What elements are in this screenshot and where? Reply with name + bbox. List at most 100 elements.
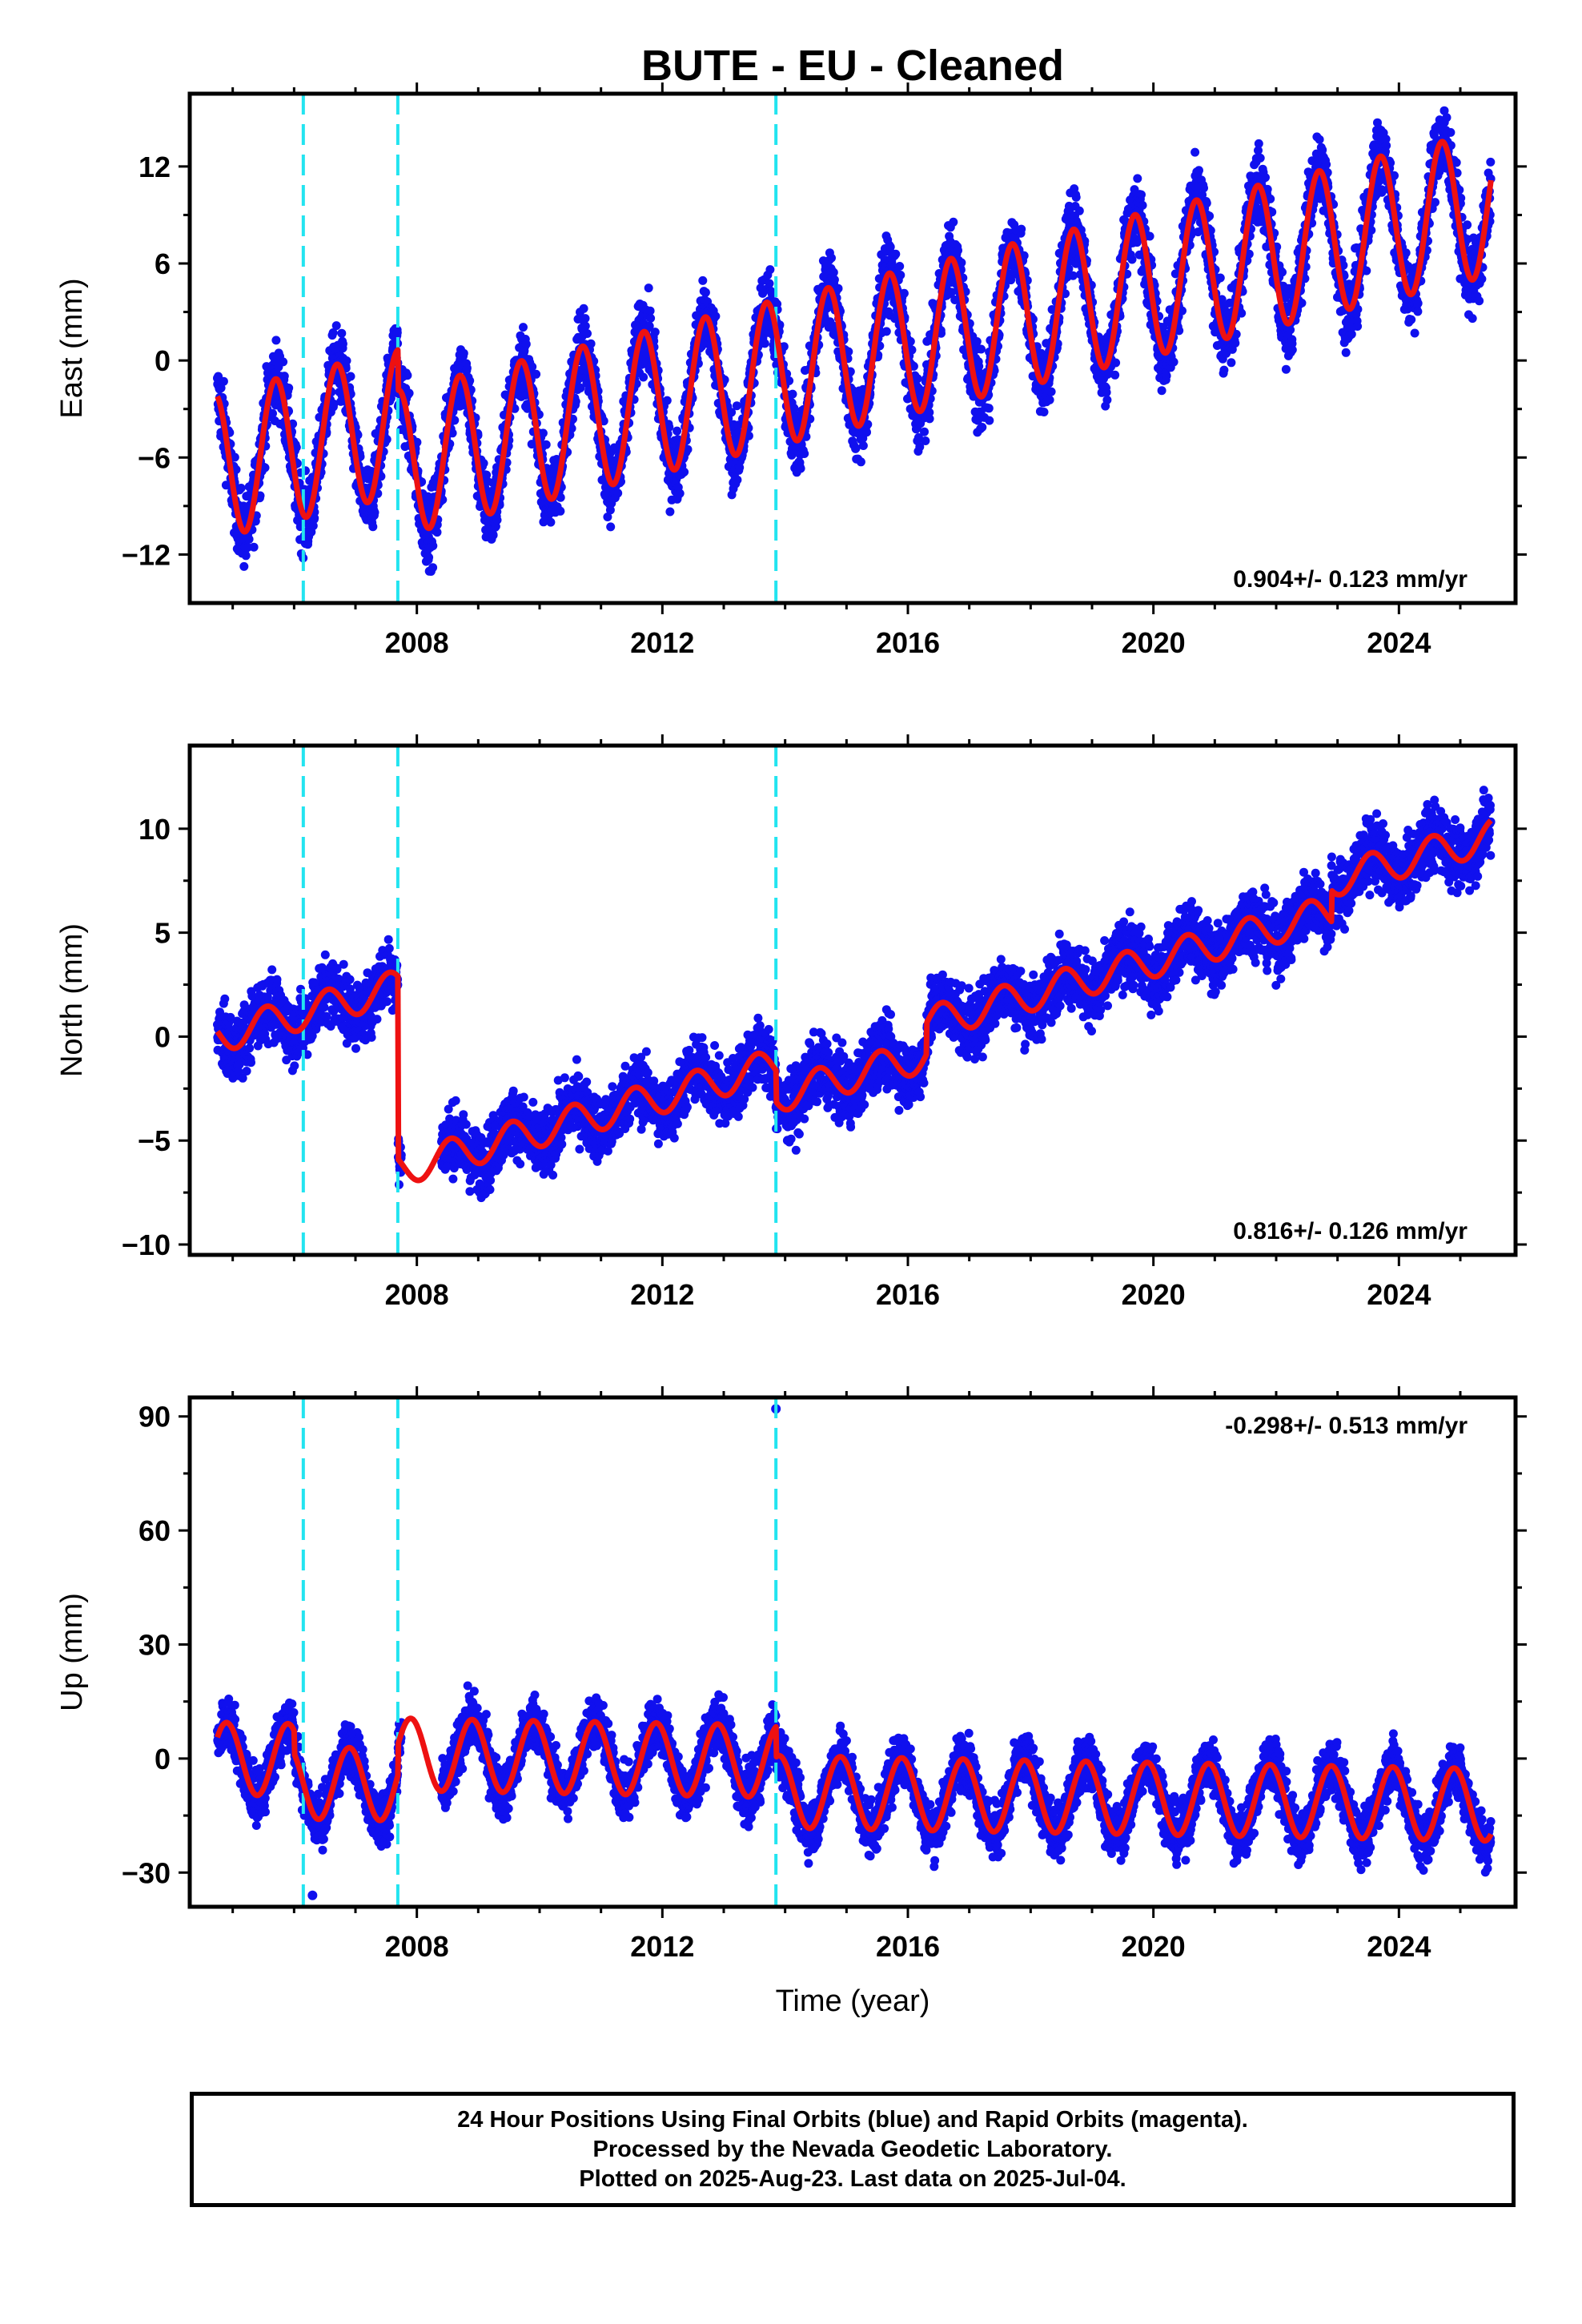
data-point — [546, 517, 556, 527]
data-point — [342, 356, 351, 365]
data-point — [230, 452, 239, 462]
series-daily-positions — [213, 106, 1496, 576]
data-point — [1231, 339, 1240, 348]
data-point — [925, 414, 934, 424]
data-point — [1074, 206, 1084, 215]
data-point — [673, 426, 682, 436]
data-point — [556, 506, 565, 516]
data-point — [858, 441, 868, 450]
data-point — [732, 401, 741, 411]
data-point — [424, 553, 434, 562]
data-point — [459, 348, 468, 358]
data-point — [279, 357, 288, 367]
data-point — [851, 444, 861, 453]
data-point — [519, 323, 528, 332]
data-point — [662, 396, 672, 405]
data-point — [231, 464, 241, 474]
data-point — [1219, 365, 1229, 375]
data-point — [829, 275, 839, 284]
data-point — [1227, 358, 1236, 368]
data-point — [241, 551, 251, 561]
data-point — [701, 287, 710, 297]
data-point — [541, 440, 551, 449]
data-point — [580, 314, 590, 324]
data-point — [827, 253, 836, 263]
data-point — [1286, 325, 1295, 335]
data-point — [279, 372, 289, 381]
data-point — [403, 371, 412, 380]
data-point — [382, 435, 391, 444]
data-point — [338, 339, 347, 348]
data-point — [1215, 273, 1225, 283]
data-point — [1254, 139, 1263, 148]
data-point — [765, 279, 774, 288]
data-point — [1281, 364, 1291, 374]
data-point — [800, 449, 809, 458]
data-point — [1162, 371, 1171, 380]
data-point — [1071, 192, 1081, 202]
data-point — [532, 369, 541, 379]
data-point — [896, 271, 905, 279]
data-point — [899, 288, 909, 298]
data-point — [1045, 395, 1054, 404]
data-point — [675, 489, 685, 498]
data-point — [977, 344, 986, 354]
data-point — [249, 542, 259, 552]
data-point — [665, 507, 675, 517]
data-point — [291, 443, 301, 452]
data-point — [1102, 388, 1111, 397]
data-point — [639, 372, 648, 382]
data-point — [1017, 224, 1026, 234]
data-point — [1039, 408, 1049, 416]
data-point — [1111, 358, 1121, 368]
data-point — [1133, 174, 1142, 183]
data-point — [428, 541, 438, 551]
data-point — [650, 328, 660, 337]
data-point — [284, 384, 294, 392]
data-point — [881, 327, 891, 336]
data-point — [404, 388, 414, 398]
data-point — [244, 534, 254, 544]
data-point — [913, 374, 922, 384]
data-point — [646, 313, 656, 323]
data-point — [216, 384, 226, 392]
data-point — [1127, 255, 1137, 264]
data-point — [680, 467, 689, 476]
data-point — [1068, 271, 1078, 280]
data-point — [862, 428, 871, 437]
data-point — [239, 561, 249, 571]
data-point — [984, 404, 994, 413]
data-point — [580, 321, 590, 331]
data-point — [1255, 153, 1265, 163]
data-point — [765, 265, 775, 275]
data-point — [428, 563, 438, 573]
data-point — [243, 543, 252, 552]
data-point — [331, 321, 341, 331]
data-point — [255, 491, 265, 501]
data-point — [895, 262, 905, 271]
data-point — [788, 389, 797, 399]
data-point — [954, 246, 962, 255]
data-point — [1157, 386, 1166, 396]
data-point — [711, 312, 721, 321]
data-point — [978, 423, 987, 432]
data-point — [949, 217, 958, 227]
data-point — [370, 508, 379, 517]
data-point — [974, 361, 984, 371]
data-point — [733, 475, 742, 485]
data-point — [1191, 147, 1200, 157]
data-point — [891, 249, 901, 259]
data-point — [1137, 190, 1146, 199]
data-point — [1138, 200, 1147, 210]
data-point — [392, 328, 402, 337]
data-point — [1102, 395, 1112, 404]
data-point — [1110, 370, 1120, 380]
data-point — [1287, 345, 1297, 355]
data-point — [308, 521, 318, 531]
data-point — [1278, 267, 1287, 277]
data-point — [920, 427, 929, 436]
data-point — [260, 463, 270, 472]
data-point — [462, 364, 472, 373]
